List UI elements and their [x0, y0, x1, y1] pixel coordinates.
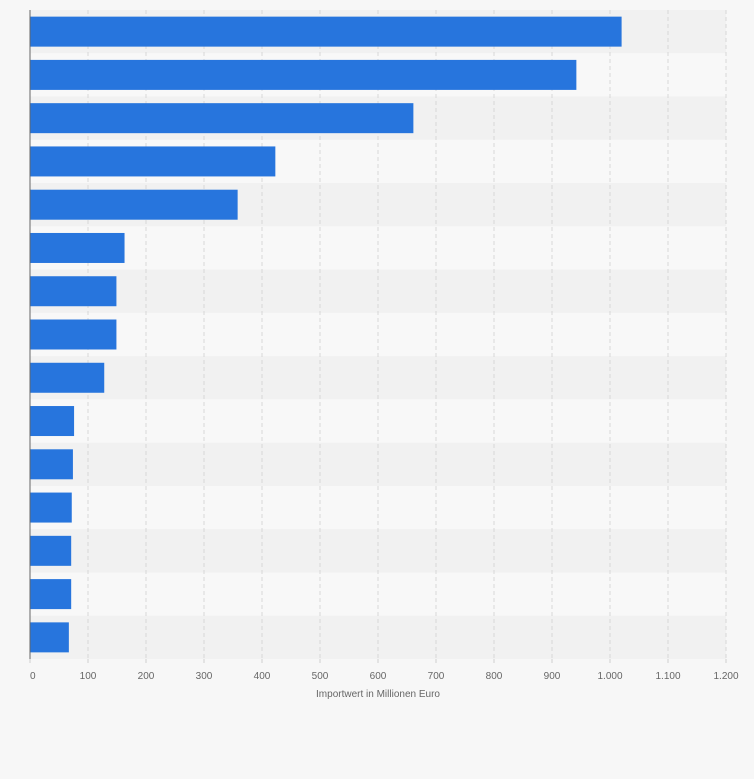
x-axis-tick-label: 900 [544, 671, 561, 682]
bar [30, 16, 622, 47]
bar [30, 59, 577, 90]
x-axis-tick-label: 1.200 [713, 671, 738, 682]
bars [30, 16, 622, 653]
bar [30, 146, 276, 177]
x-axis-tick-label: 800 [486, 671, 503, 682]
bar [30, 622, 69, 653]
x-axis-tick-label: 400 [254, 671, 271, 682]
x-axis-tick-label: 0 [30, 671, 36, 682]
x-axis-tick-label: 600 [370, 671, 387, 682]
x-axis-ticks: 0 100 200 300 400 500 600 700 800 900 1.000 1.100 1.… [29, 659, 739, 682]
bar [30, 362, 105, 393]
x-axis-tick-label: 1.000 [597, 671, 622, 682]
x-axis-title: Importwert in Millionen Euro [316, 689, 440, 700]
x-axis-tick-label: 300 [196, 671, 213, 682]
bar [30, 406, 75, 437]
bar [30, 276, 117, 307]
bar [30, 579, 72, 610]
x-axis-tick-label: 700 [428, 671, 445, 682]
bar [30, 103, 414, 134]
x-axis-tick-label: 100 [80, 671, 97, 682]
bar [30, 492, 72, 523]
x-axis-tick-label: 200 [138, 671, 155, 682]
bar [30, 232, 125, 263]
row-band [30, 399, 726, 443]
x-axis-tick-label: 500 [312, 671, 329, 682]
bar [30, 189, 238, 220]
x-axis-tick-label: 1.100 [655, 671, 680, 682]
bar [30, 319, 117, 350]
row-band [30, 442, 726, 486]
bar [30, 535, 72, 566]
bar [30, 449, 73, 480]
